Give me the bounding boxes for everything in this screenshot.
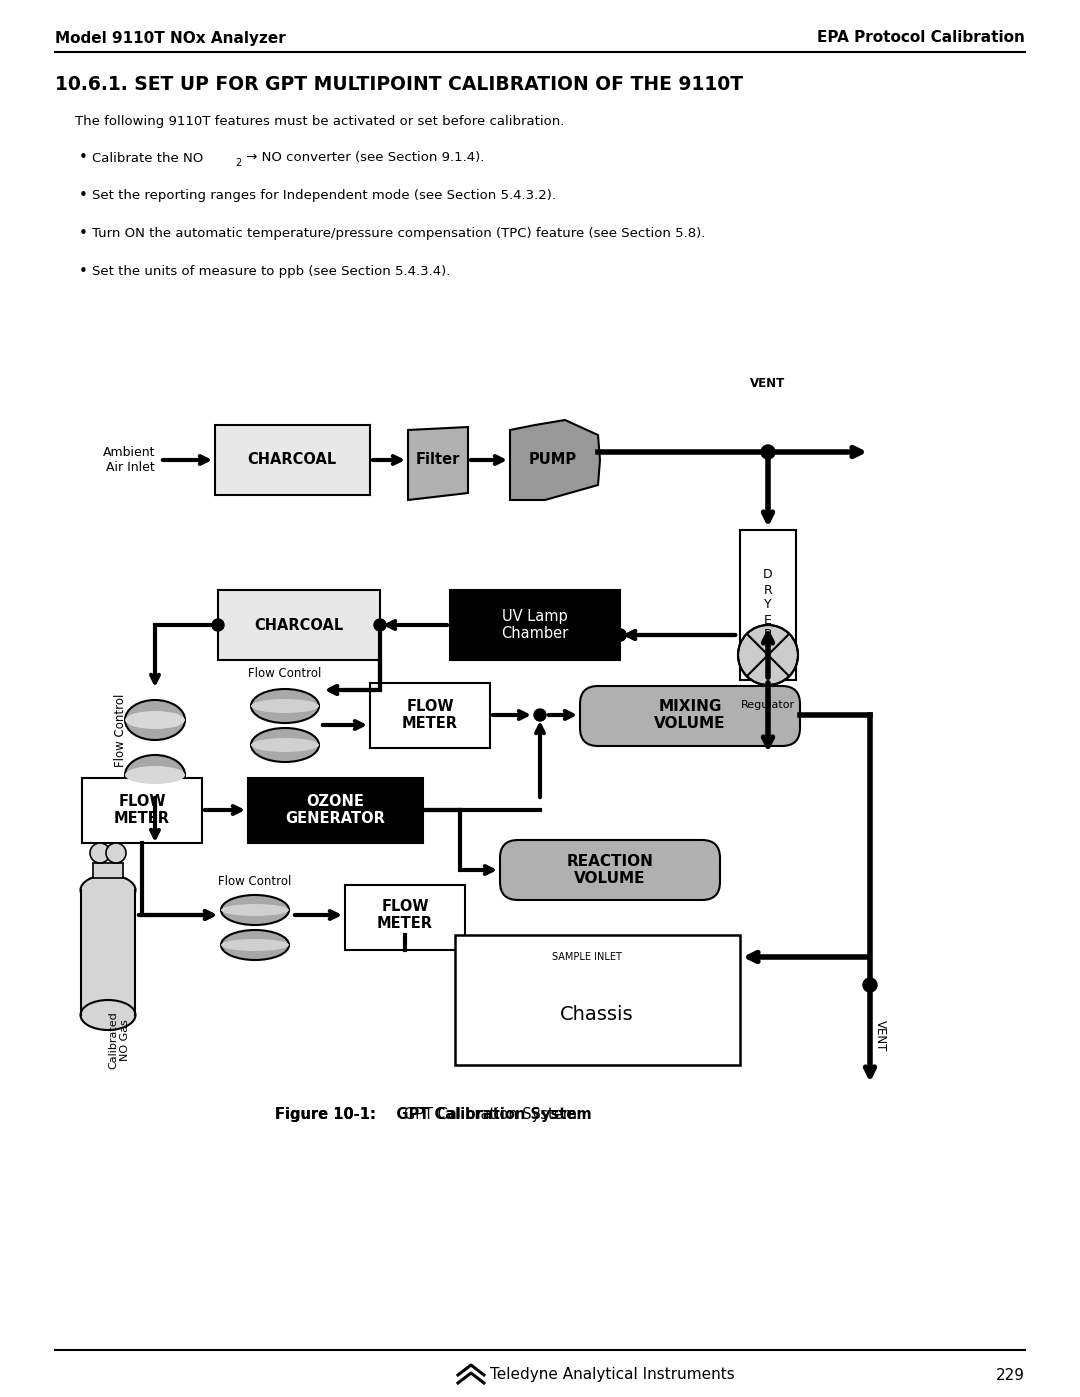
FancyBboxPatch shape — [580, 686, 800, 746]
Polygon shape — [408, 427, 468, 500]
Text: Teledyne Analytical Instruments: Teledyne Analytical Instruments — [490, 1368, 734, 1383]
Circle shape — [761, 446, 775, 460]
Ellipse shape — [251, 698, 319, 712]
Text: Set the reporting ranges for Independent mode (see Section 5.4.3.2).: Set the reporting ranges for Independent… — [92, 190, 556, 203]
Text: CHARCOAL: CHARCOAL — [255, 617, 343, 633]
Bar — [345, 886, 465, 950]
Text: Turn ON the automatic temperature/pressure compensation (TPC) feature (see Secti: Turn ON the automatic temperature/pressu… — [92, 228, 705, 240]
Text: Chassis: Chassis — [561, 1006, 634, 1024]
Circle shape — [106, 842, 126, 863]
FancyBboxPatch shape — [500, 840, 720, 900]
Text: Flow Control: Flow Control — [113, 693, 126, 767]
Ellipse shape — [125, 700, 185, 740]
Ellipse shape — [251, 738, 319, 752]
Ellipse shape — [125, 766, 185, 784]
Bar — [82, 778, 202, 842]
Text: Ambient
Air Inlet: Ambient Air Inlet — [103, 446, 156, 474]
Circle shape — [534, 710, 546, 721]
Text: 229: 229 — [996, 1368, 1025, 1383]
Bar — [450, 590, 620, 659]
Text: Calibrate the NO: Calibrate the NO — [92, 151, 203, 165]
Text: SAMPLE INLET: SAMPLE INLET — [552, 951, 622, 963]
Text: REACTION
VOLUME: REACTION VOLUME — [567, 854, 653, 886]
Ellipse shape — [221, 895, 289, 925]
Bar — [248, 778, 423, 842]
Ellipse shape — [125, 754, 185, 795]
Text: Set the units of measure to ppb (see Section 5.4.3.4).: Set the units of measure to ppb (see Sec… — [92, 265, 450, 278]
Bar — [218, 590, 380, 659]
Ellipse shape — [221, 904, 289, 916]
Text: → NO converter (see Section 9.1.4).: → NO converter (see Section 9.1.4). — [242, 151, 484, 165]
Text: •: • — [79, 189, 87, 204]
Text: Flow Control: Flow Control — [218, 875, 292, 888]
Text: EPA Protocol Calibration: EPA Protocol Calibration — [818, 31, 1025, 46]
Text: VENT: VENT — [874, 1020, 887, 1052]
Text: Model 9110T NOx Analyzer: Model 9110T NOx Analyzer — [55, 31, 286, 46]
Text: Calibrated
NO Gas: Calibrated NO Gas — [108, 1011, 130, 1069]
Ellipse shape — [221, 930, 289, 960]
Circle shape — [212, 619, 224, 631]
Circle shape — [615, 629, 626, 641]
Circle shape — [374, 619, 386, 631]
Text: •: • — [79, 151, 87, 165]
Ellipse shape — [251, 689, 319, 724]
Circle shape — [615, 629, 626, 641]
Text: Regulator: Regulator — [741, 700, 795, 710]
Ellipse shape — [221, 939, 289, 951]
Circle shape — [90, 842, 110, 863]
Text: CHARCOAL: CHARCOAL — [247, 453, 337, 468]
Text: GPT Calibration System: GPT Calibration System — [390, 1108, 577, 1123]
Text: 2: 2 — [235, 158, 241, 168]
Bar — [455, 935, 740, 1065]
Bar — [93, 863, 123, 877]
Bar — [740, 529, 796, 680]
Bar — [370, 683, 490, 747]
Circle shape — [738, 624, 798, 685]
Text: VENT: VENT — [751, 377, 785, 390]
Ellipse shape — [125, 711, 185, 729]
Bar — [81, 890, 135, 1016]
Bar — [215, 425, 370, 495]
Text: 10.6.1. SET UP FOR GPT MULTIPOINT CALIBRATION OF THE 9110T: 10.6.1. SET UP FOR GPT MULTIPOINT CALIBR… — [55, 75, 743, 95]
Text: FLOW
METER: FLOW METER — [114, 793, 170, 826]
Text: •: • — [79, 226, 87, 242]
Text: •: • — [79, 264, 87, 279]
Text: MIXING
VOLUME: MIXING VOLUME — [654, 698, 726, 731]
Text: FLOW
METER: FLOW METER — [377, 898, 433, 932]
Ellipse shape — [81, 1000, 135, 1030]
Text: Flow Control: Flow Control — [248, 666, 322, 680]
Text: UV Lamp
Chamber: UV Lamp Chamber — [501, 609, 569, 641]
Polygon shape — [510, 420, 600, 500]
Text: FLOW
METER: FLOW METER — [402, 698, 458, 731]
Text: D
R
Y
E
R: D R Y E R — [764, 569, 773, 641]
Text: PUMP: PUMP — [529, 453, 577, 468]
Text: OZONE
GENERATOR: OZONE GENERATOR — [285, 793, 384, 826]
Text: Figure 10-1:: Figure 10-1: — [275, 1108, 376, 1123]
Text: Filter: Filter — [416, 453, 460, 468]
Text: Figure 10-1:    GPT Calibration System: Figure 10-1: GPT Calibration System — [275, 1108, 592, 1123]
Ellipse shape — [251, 728, 319, 761]
Ellipse shape — [81, 875, 135, 905]
Text: The following 9110T features must be activated or set before calibration.: The following 9110T features must be act… — [75, 116, 565, 129]
Circle shape — [863, 978, 877, 992]
